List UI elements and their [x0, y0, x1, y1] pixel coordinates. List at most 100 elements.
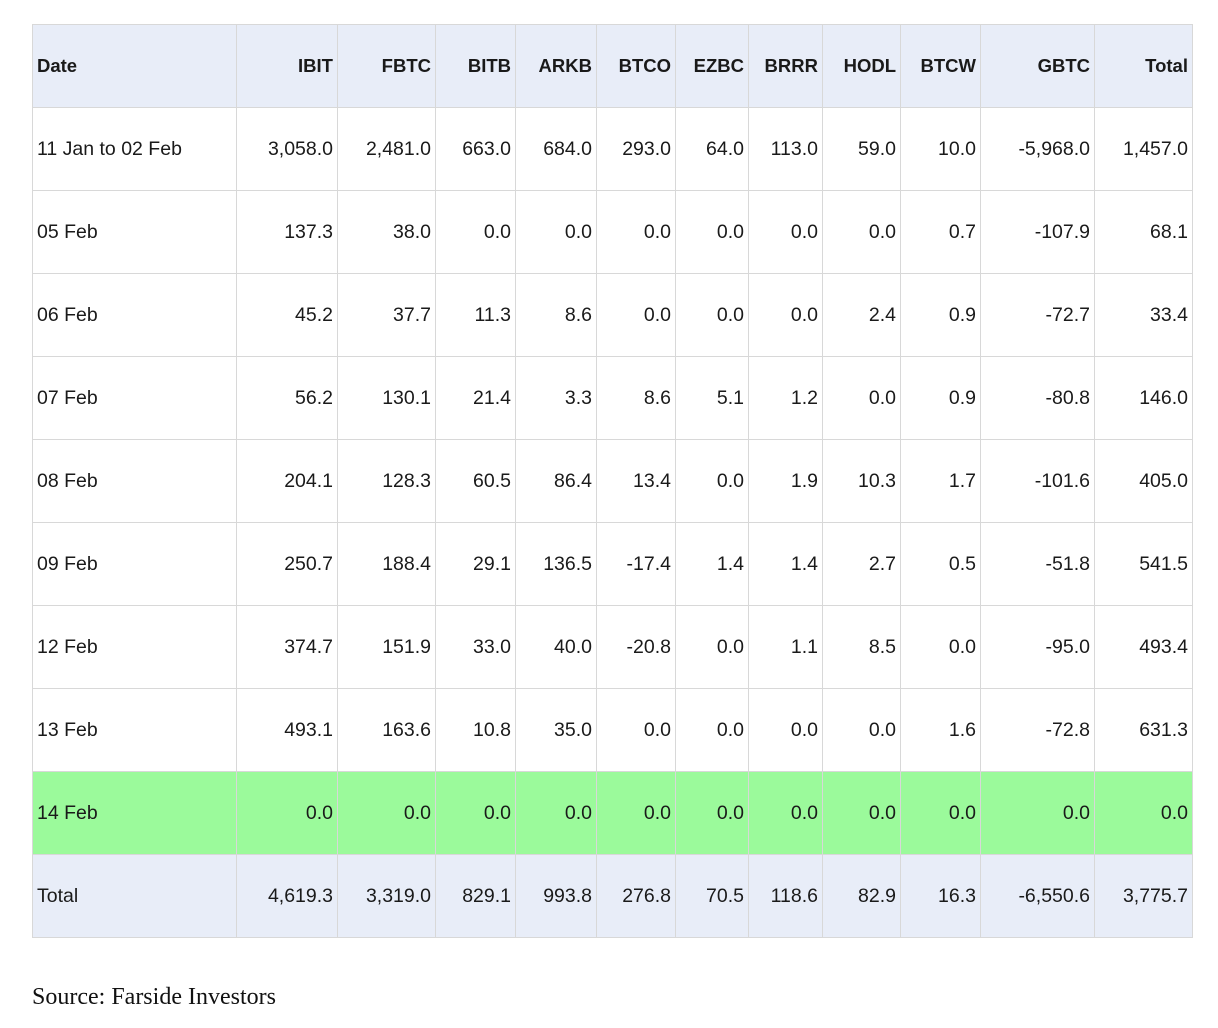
total-cell-ibit: 4,619.3 — [236, 854, 338, 938]
value-cell-btcw: 0.0 — [900, 605, 981, 689]
column-header-total[interactable]: Total — [1094, 24, 1193, 108]
value-cell-ezbc: 0.0 — [675, 273, 749, 357]
value-cell-btcw: 0.5 — [900, 522, 981, 606]
value-cell-gbtc: -95.0 — [980, 605, 1095, 689]
value-cell-btcw: 10.0 — [900, 107, 981, 191]
value-cell-ezbc: 0.0 — [675, 688, 749, 772]
table-row: 06 Feb 45.2 37.7 11.3 8.6 0.0 0.0 0.0 2.4 0.9 -72.… — [32, 273, 1193, 357]
value-cell-bitb: 29.1 — [435, 522, 516, 606]
column-header-brrr[interactable]: BRRR — [748, 24, 823, 108]
value-cell-ezbc: 0.0 — [675, 439, 749, 523]
value-cell-gbtc: -72.8 — [980, 688, 1095, 772]
value-cell-btcw: 0.9 — [900, 273, 981, 357]
column-header-hodl[interactable]: HODL — [822, 24, 901, 108]
value-cell-ibit: 56.2 — [236, 356, 338, 440]
value-cell-brrr: 0.0 — [748, 273, 823, 357]
value-cell-bitb: 10.8 — [435, 688, 516, 772]
value-cell-btco: 293.0 — [596, 107, 676, 191]
table-row: 08 Feb 204.1 128.3 60.5 86.4 13.4 0.0 1.9 10.3 1.… — [32, 439, 1193, 523]
value-cell-btcw: 1.6 — [900, 688, 981, 772]
total-cell-bitb: 829.1 — [435, 854, 516, 938]
date-cell: 05 Feb — [32, 190, 237, 274]
value-cell-bitb: 11.3 — [435, 273, 516, 357]
column-header-arkb[interactable]: ARKB — [515, 24, 597, 108]
total-label-cell: Total — [32, 854, 237, 938]
value-cell-total: 33.4 — [1094, 273, 1193, 357]
value-cell-hodl: 59.0 — [822, 107, 901, 191]
column-header-btco[interactable]: BTCO — [596, 24, 676, 108]
value-cell-fbtc: 0.0 — [337, 771, 436, 855]
value-cell-bitb: 33.0 — [435, 605, 516, 689]
date-cell: 06 Feb — [32, 273, 237, 357]
value-cell-ezbc: 1.4 — [675, 522, 749, 606]
column-header-fbtc[interactable]: FBTC — [337, 24, 436, 108]
column-header-ibit[interactable]: IBIT — [236, 24, 338, 108]
total-cell-btco: 276.8 — [596, 854, 676, 938]
value-cell-total: 631.3 — [1094, 688, 1193, 772]
etf-flows-table-container: Date IBIT FBTC BITB ARKB BTCO EZBC BRRR … — [32, 24, 1193, 938]
value-cell-hodl: 2.4 — [822, 273, 901, 357]
value-cell-btco: 0.0 — [596, 190, 676, 274]
value-cell-brrr: 1.9 — [748, 439, 823, 523]
column-header-btcw[interactable]: BTCW — [900, 24, 981, 108]
date-cell: 14 Feb — [32, 771, 237, 855]
value-cell-brrr: 1.2 — [748, 356, 823, 440]
value-cell-ibit: 45.2 — [236, 273, 338, 357]
value-cell-ibit: 493.1 — [236, 688, 338, 772]
total-cell-total: 3,775.7 — [1094, 854, 1193, 938]
value-cell-fbtc: 38.0 — [337, 190, 436, 274]
table-row: 05 Feb 137.3 38.0 0.0 0.0 0.0 0.0 0.0 0.0 0.7 -107… — [32, 190, 1193, 274]
total-cell-hodl: 82.9 — [822, 854, 901, 938]
total-cell-arkb: 993.8 — [515, 854, 597, 938]
value-cell-ibit: 250.7 — [236, 522, 338, 606]
value-cell-ezbc: 5.1 — [675, 356, 749, 440]
value-cell-hodl: 10.3 — [822, 439, 901, 523]
value-cell-brrr: 0.0 — [748, 688, 823, 772]
value-cell-arkb: 35.0 — [515, 688, 597, 772]
value-cell-total: 493.4 — [1094, 605, 1193, 689]
value-cell-fbtc: 2,481.0 — [337, 107, 436, 191]
etf-flows-table: Date IBIT FBTC BITB ARKB BTCO EZBC BRRR … — [32, 24, 1193, 938]
value-cell-total: 0.0 — [1094, 771, 1193, 855]
value-cell-gbtc: -80.8 — [980, 356, 1095, 440]
value-cell-arkb: 0.0 — [515, 190, 597, 274]
value-cell-btco: 13.4 — [596, 439, 676, 523]
value-cell-ezbc: 0.0 — [675, 605, 749, 689]
value-cell-btco: 0.0 — [596, 688, 676, 772]
table-row: 12 Feb 374.7 151.9 33.0 40.0 -20.8 0.0 1.1 8.5 0.… — [32, 605, 1193, 689]
value-cell-gbtc: -101.6 — [980, 439, 1095, 523]
total-cell-ezbc: 70.5 — [675, 854, 749, 938]
column-header-gbtc[interactable]: GBTC — [980, 24, 1095, 108]
column-header-ezbc[interactable]: EZBC — [675, 24, 749, 108]
value-cell-bitb: 0.0 — [435, 190, 516, 274]
value-cell-arkb: 0.0 — [515, 771, 597, 855]
value-cell-total: 405.0 — [1094, 439, 1193, 523]
table-row: 13 Feb 493.1 163.6 10.8 35.0 0.0 0.0 0.0 0.0 1.6-… — [32, 688, 1193, 772]
value-cell-btcw: 0.0 — [900, 771, 981, 855]
value-cell-brrr: 0.0 — [748, 771, 823, 855]
column-header-bitb[interactable]: BITB — [435, 24, 516, 108]
date-cell: 13 Feb — [32, 688, 237, 772]
value-cell-total: 1,457.0 — [1094, 107, 1193, 191]
value-cell-hodl: 0.0 — [822, 688, 901, 772]
value-cell-brrr: 1.4 — [748, 522, 823, 606]
date-cell: 11 Jan to 02 Feb — [32, 107, 237, 191]
total-cell-btcw: 16.3 — [900, 854, 981, 938]
value-cell-total: 146.0 — [1094, 356, 1193, 440]
table-body: 11 Jan to 02 Feb 3,058.0 2,481.0 663.0 684.0… — [32, 107, 1193, 855]
column-header-date[interactable]: Date — [32, 24, 237, 108]
value-cell-fbtc: 130.1 — [337, 356, 436, 440]
value-cell-brrr: 1.1 — [748, 605, 823, 689]
value-cell-gbtc: -72.7 — [980, 273, 1095, 357]
value-cell-arkb: 40.0 — [515, 605, 597, 689]
value-cell-brrr: 113.0 — [748, 107, 823, 191]
value-cell-ibit: 374.7 — [236, 605, 338, 689]
table-header-row: Date IBIT FBTC BITB ARKB BTCO EZBC BRRR … — [32, 24, 1193, 108]
value-cell-arkb: 8.6 — [515, 273, 597, 357]
value-cell-ibit: 3,058.0 — [236, 107, 338, 191]
total-cell-fbtc: 3,319.0 — [337, 854, 436, 938]
value-cell-bitb: 0.0 — [435, 771, 516, 855]
date-cell: 07 Feb — [32, 356, 237, 440]
value-cell-hodl: 0.0 — [822, 190, 901, 274]
value-cell-bitb: 21.4 — [435, 356, 516, 440]
